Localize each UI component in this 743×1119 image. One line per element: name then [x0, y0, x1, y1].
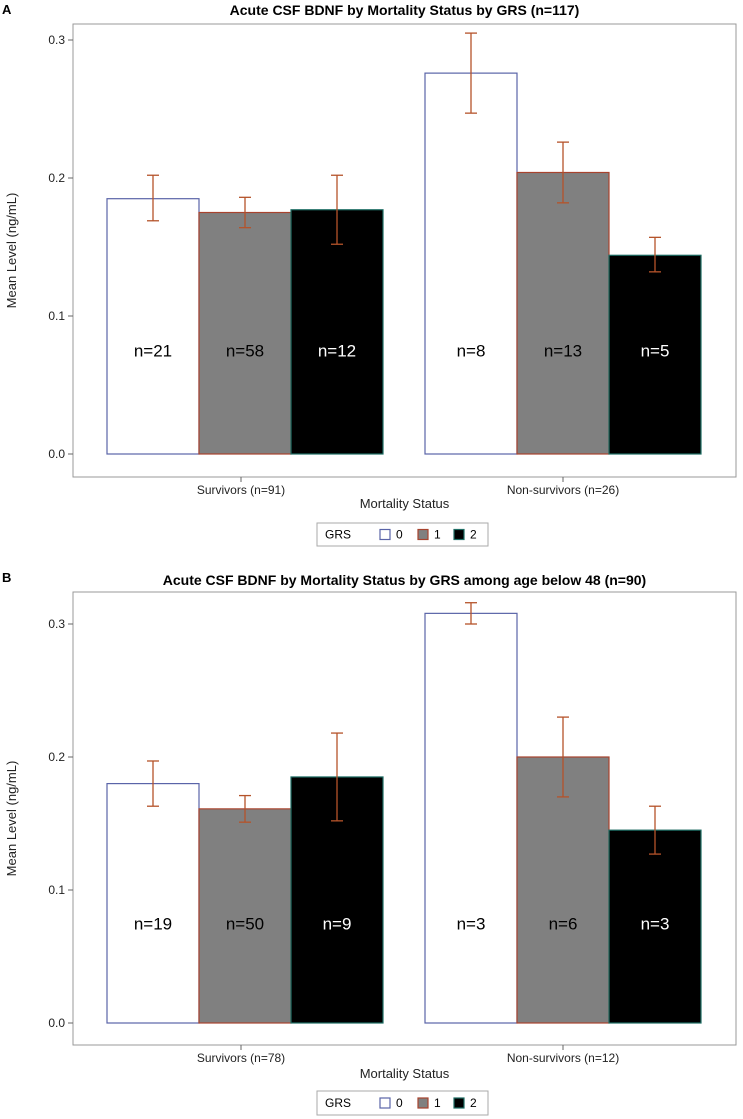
y-tick-label: 0.0	[48, 1016, 65, 1030]
legend: GRS 0 1 2	[316, 1090, 489, 1116]
legend-swatch-1	[417, 1097, 429, 1109]
x-axis-label: Mortality Status	[360, 496, 450, 511]
bar-grs-2-survivors	[290, 209, 384, 455]
legend-swatch-2	[453, 1097, 465, 1109]
panel-letter: A	[2, 2, 12, 17]
n-label: n=3	[457, 914, 486, 933]
legend-title: GRS	[325, 1096, 351, 1110]
legend-swatch-1	[417, 528, 429, 541]
bar-grs-1-non-survivors	[516, 171, 610, 455]
legend-label-0: 0	[396, 1096, 403, 1110]
n-label: n=5	[641, 342, 670, 361]
panel-a: A Acute CSF BDNF by Mortality Status by G…	[2, 2, 737, 547]
y-tick-label: 0.2	[48, 750, 65, 764]
legend-frame	[316, 522, 489, 547]
y-axis-label: Mean Level (ng/mL)	[4, 193, 19, 309]
n-label: n=13	[544, 342, 582, 361]
n-label: n=12	[318, 342, 356, 361]
n-label: n=8	[457, 342, 486, 361]
legend-label-1: 1	[434, 1096, 441, 1110]
x-axis-label: Mortality Status	[360, 1066, 450, 1081]
x-tick-label: Survivors (n=78)	[197, 1051, 285, 1065]
y-tick-label: 0.3	[48, 33, 65, 47]
legend-title: GRS	[325, 528, 351, 542]
bar-grs-0-non-survivors	[424, 612, 518, 1024]
x-tick-label: Non-survivors (n=12)	[507, 1051, 619, 1065]
legend-swatch-2	[453, 528, 465, 541]
chart-title: Acute CSF BDNF by Mortality Status by GR…	[230, 2, 580, 18]
n-label: n=50	[226, 914, 264, 933]
legend-label-1: 1	[434, 528, 441, 542]
legend-label-0: 0	[396, 528, 403, 542]
bar-grs-2-non-survivors	[608, 829, 702, 1024]
n-label: n=19	[134, 914, 172, 933]
n-label: n=9	[323, 914, 352, 933]
n-label: n=6	[549, 914, 578, 933]
y-tick-label: 0.0	[48, 447, 65, 461]
y-tick-label: 0.2	[48, 171, 65, 185]
legend-swatch-0	[379, 528, 391, 541]
plot-frame	[72, 591, 737, 1046]
y-tick-label: 0.1	[48, 883, 65, 897]
panel-b: B Acute CSF BDNF by Mortality Status by G…	[2, 570, 737, 1116]
panel-letter: B	[2, 570, 11, 585]
bar-grs-0-non-survivors	[424, 72, 518, 455]
bar-grs-0-survivors	[106, 782, 200, 1024]
bar-grs-1-non-survivors	[516, 756, 610, 1024]
chart-title: Acute CSF BDNF by Mortality Status by GR…	[163, 572, 646, 588]
n-label: n=3	[641, 914, 670, 933]
bar-grs-1-survivors	[198, 808, 292, 1024]
y-tick-label: 0.3	[48, 617, 65, 631]
y-axis-label: Mean Level (ng/mL)	[4, 761, 19, 877]
x-tick-label: Non-survivors (n=26)	[507, 483, 619, 497]
legend-label-2: 2	[470, 1096, 477, 1110]
bar-grs-0-survivors	[106, 198, 200, 455]
n-label: n=21	[134, 342, 172, 361]
legend: GRS 0 1 2	[316, 522, 489, 547]
legend-swatch-0	[379, 1097, 391, 1109]
legend-label-2: 2	[470, 528, 477, 542]
n-label: n=58	[226, 342, 264, 361]
x-tick-label: Survivors (n=91)	[197, 483, 285, 497]
plot-frame	[72, 23, 737, 478]
bar-grs-1-survivors	[198, 211, 292, 455]
y-tick-label: 0.1	[48, 309, 65, 323]
